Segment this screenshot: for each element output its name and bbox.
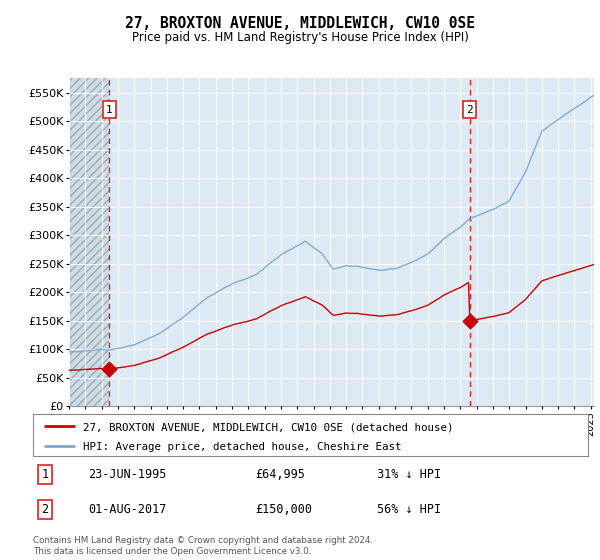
Text: 27, BROXTON AVENUE, MIDDLEWICH, CW10 0SE (detached house): 27, BROXTON AVENUE, MIDDLEWICH, CW10 0SE… <box>83 422 454 432</box>
Text: £150,000: £150,000 <box>255 503 312 516</box>
Text: 1: 1 <box>41 468 49 481</box>
Point <box>104 365 114 374</box>
Point <box>465 316 475 325</box>
Text: 23-JUN-1995: 23-JUN-1995 <box>89 468 167 481</box>
Text: 31% ↓ HPI: 31% ↓ HPI <box>377 468 441 481</box>
Text: 01-AUG-2017: 01-AUG-2017 <box>89 503 167 516</box>
Text: 27, BROXTON AVENUE, MIDDLEWICH, CW10 0SE: 27, BROXTON AVENUE, MIDDLEWICH, CW10 0SE <box>125 16 475 31</box>
Text: 2: 2 <box>466 105 473 115</box>
Text: £64,995: £64,995 <box>255 468 305 481</box>
Text: HPI: Average price, detached house, Cheshire East: HPI: Average price, detached house, Ches… <box>83 442 401 452</box>
Text: Contains HM Land Registry data © Crown copyright and database right 2024.
This d: Contains HM Land Registry data © Crown c… <box>33 536 373 556</box>
Text: 56% ↓ HPI: 56% ↓ HPI <box>377 503 441 516</box>
Text: 1: 1 <box>106 105 113 115</box>
Text: Price paid vs. HM Land Registry's House Price Index (HPI): Price paid vs. HM Land Registry's House … <box>131 31 469 44</box>
Text: 2: 2 <box>41 503 49 516</box>
